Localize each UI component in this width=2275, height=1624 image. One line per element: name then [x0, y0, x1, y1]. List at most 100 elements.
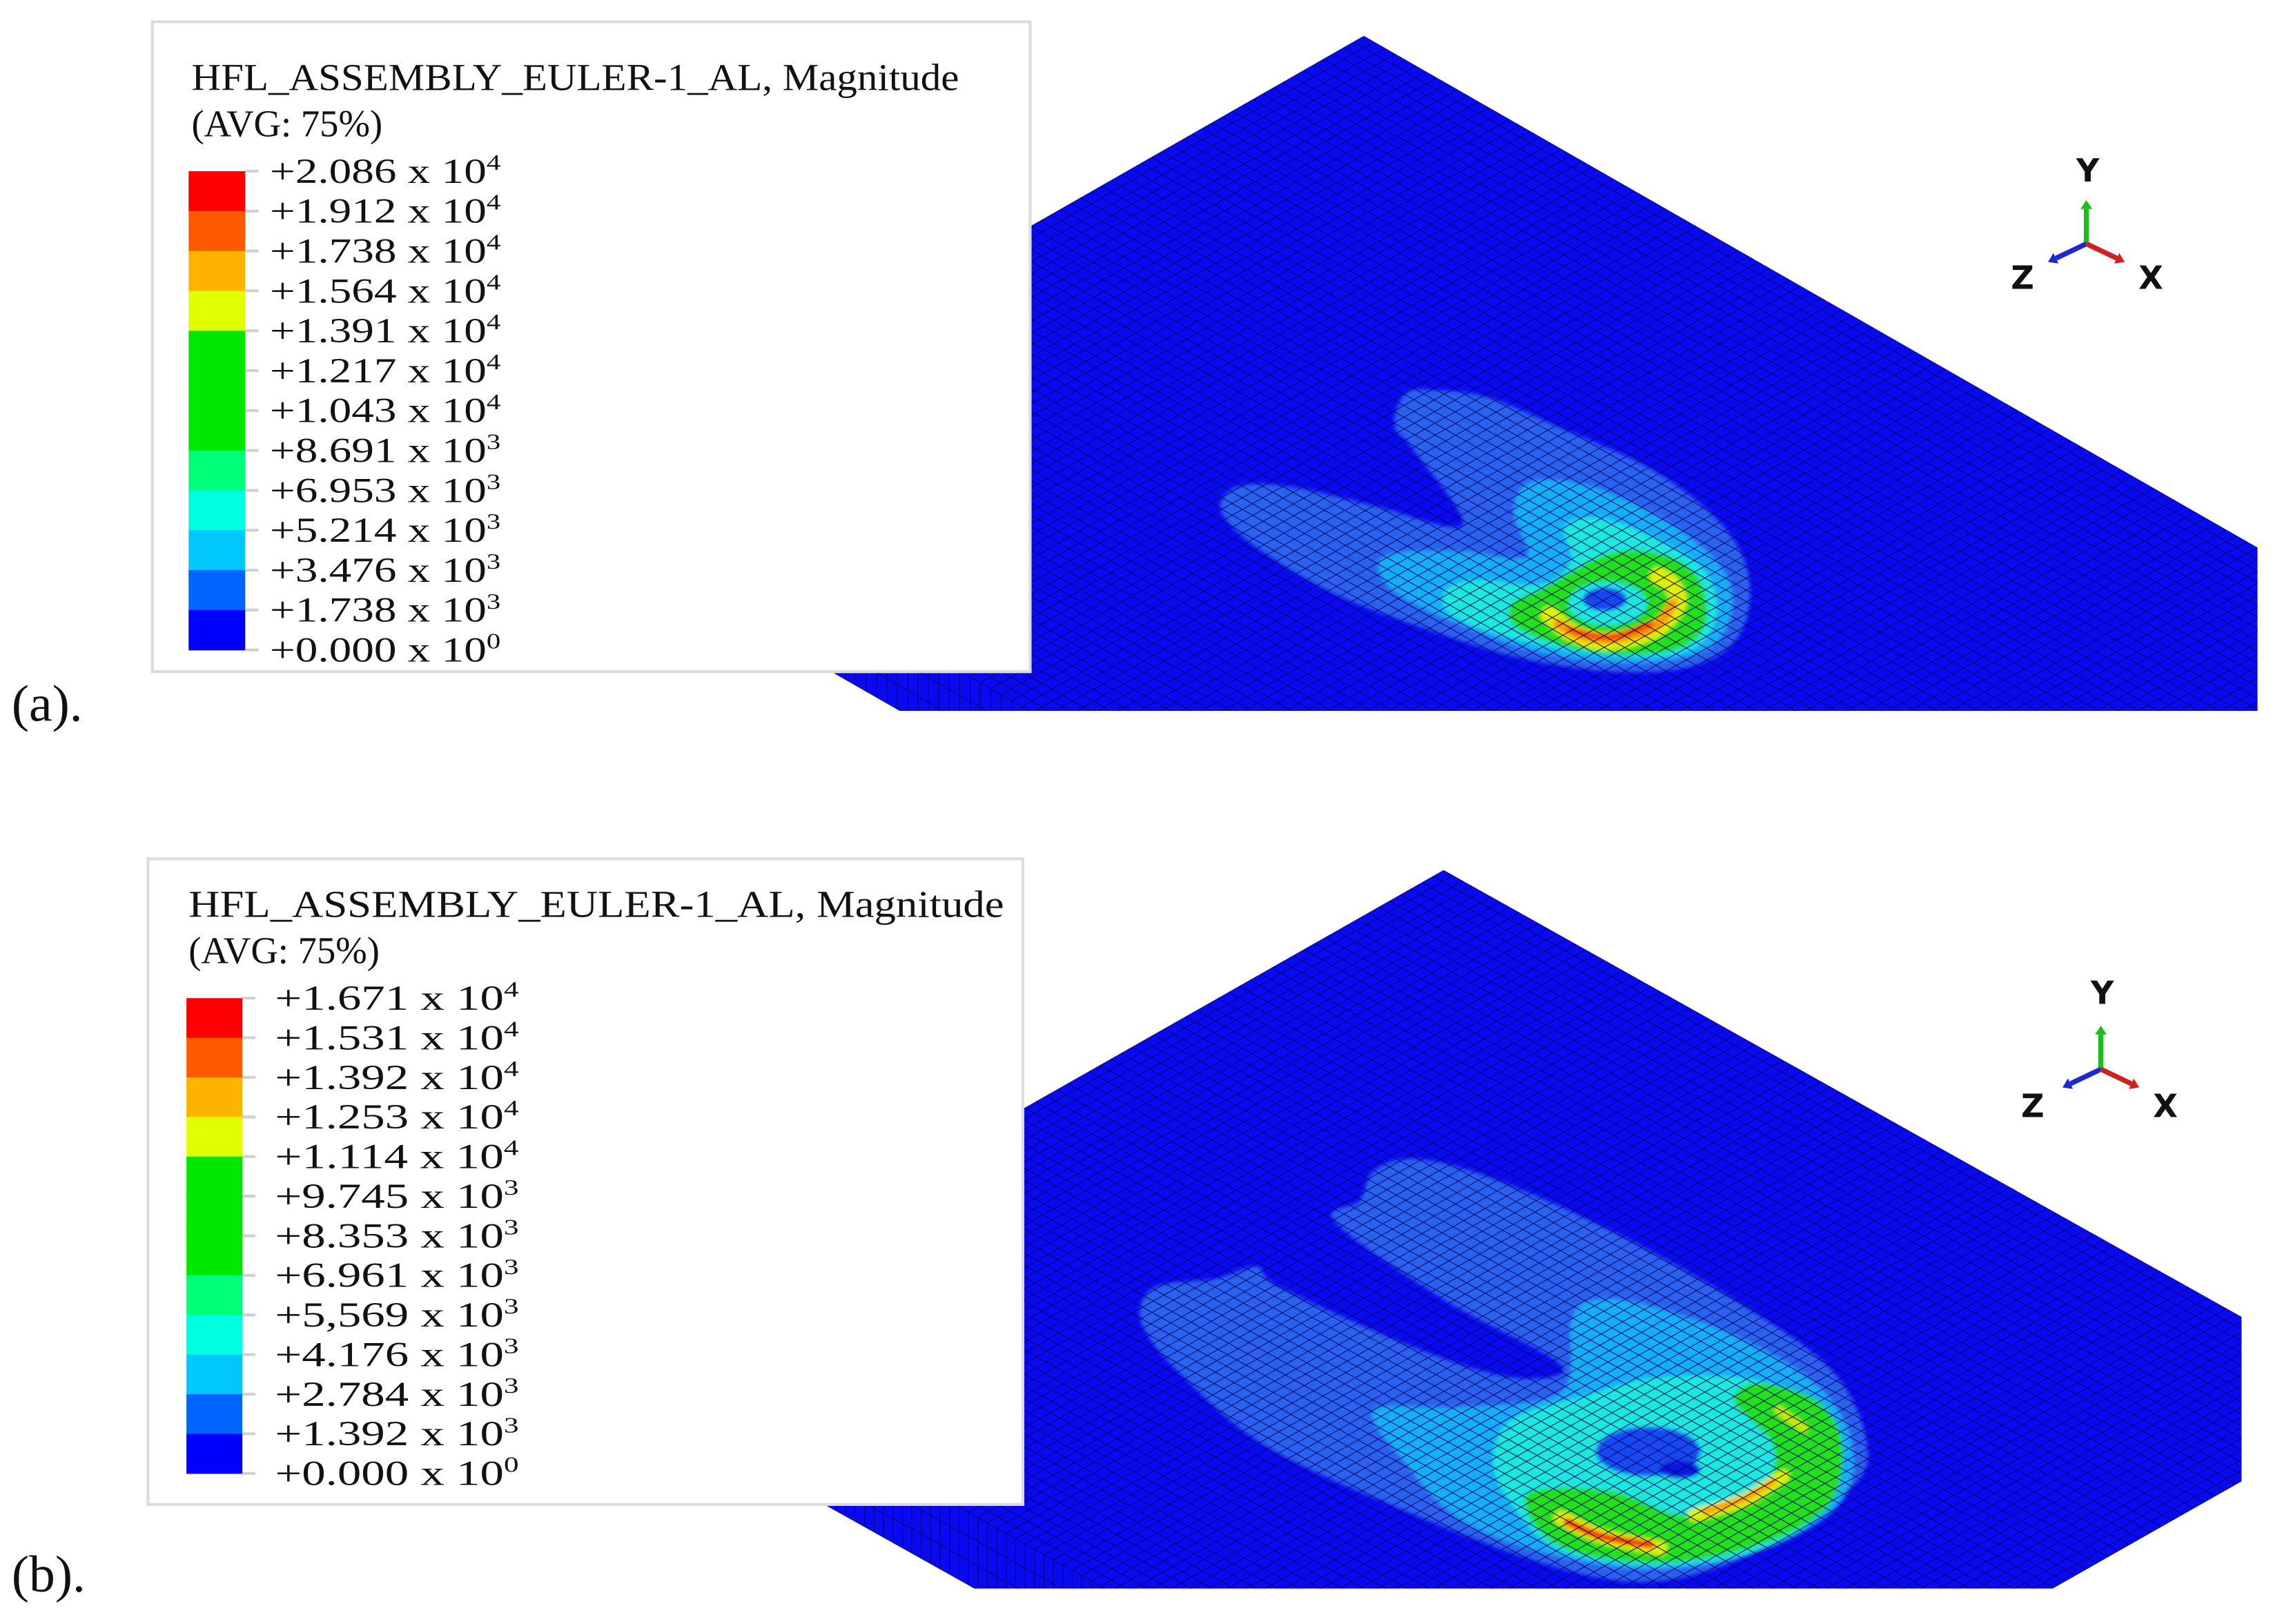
mesh-line	[1302, 70, 2258, 618]
mesh-line	[1121, 174, 2058, 711]
legend-level-mantissa: +8.353 x 10	[275, 1216, 504, 1255]
mesh-line	[1752, 1313, 2236, 1589]
legend-level-exponent: 4	[487, 231, 501, 255]
mesh-line	[1118, 303, 1832, 711]
mesh-line	[939, 277, 1696, 711]
legend-box	[146, 857, 1025, 1506]
legend-level-label: +1.392 x 10 4	[275, 1057, 518, 1097]
mesh-line	[1057, 1089, 1949, 1589]
color-legend: +1.671 x 10 4+1.531 x 10 4+1.392 x 10 4+1.2…	[186, 977, 519, 1493]
mesh-line	[1920, 1406, 2242, 1589]
mesh-line	[1202, 128, 2220, 711]
mesh-line	[1111, 1059, 2054, 1588]
mesh-line	[1343, 47, 2258, 572]
mesh-line	[1313, 64, 2258, 607]
legend-title: HFL_ASSEMBLY_EULER-1_AL, Magnitude	[188, 883, 1004, 925]
mesh-line	[1621, 1276, 2170, 1589]
mesh-line	[1060, 208, 1937, 711]
mesh-line	[1051, 214, 1917, 711]
mesh-line	[1208, 1160, 1963, 1589]
legend-level-exponent: 4	[504, 1057, 519, 1081]
legend-level-label: +0.000 x 10 0	[275, 1453, 518, 1493]
mesh-line	[928, 220, 1686, 654]
mesh-line	[1323, 59, 2258, 595]
mesh-line	[1638, 452, 2091, 711]
mesh-line	[1067, 1083, 1970, 1589]
legend-color-band	[186, 1196, 243, 1237]
mesh-line	[1015, 1081, 1822, 1539]
legend-level-mantissa: +1.671 x 10	[275, 979, 504, 1017]
legend-subtitle: (AVG: 75%)	[191, 103, 382, 145]
mesh-line	[1111, 179, 2038, 711]
mesh-line	[1304, 949, 2242, 1476]
mesh-line	[1396, 1213, 2057, 1589]
mesh-line	[987, 1065, 1793, 1523]
legend-color-band	[186, 1235, 243, 1276]
mesh-line	[907, 208, 1666, 642]
mesh-line	[1014, 1113, 1862, 1589]
legend-level-mantissa: +5.214 x 10	[270, 511, 487, 549]
mesh-line	[1152, 1144, 1935, 1589]
mesh-line	[1072, 1113, 1878, 1571]
mesh-line	[2051, 1480, 2242, 1589]
mesh-line	[1883, 1385, 2242, 1589]
mesh-line	[1400, 894, 2242, 1367]
mesh-line	[1929, 535, 2237, 711]
mesh-line	[990, 249, 1797, 711]
axis-x-label: X	[2153, 1088, 2178, 1125]
mesh-line	[1677, 1292, 2198, 1589]
mesh-line	[1091, 1123, 1897, 1582]
mesh-line	[2014, 1459, 2242, 1589]
legend-level-exponent: 3	[504, 1413, 519, 1437]
mesh-line	[1555, 428, 2050, 711]
mesh-line	[1293, 955, 2237, 1485]
mesh-line	[1100, 1065, 2035, 1589]
mesh-line	[1196, 1010, 2140, 1539]
mesh-line	[1088, 1071, 2013, 1589]
mesh-line	[979, 255, 1776, 711]
mesh-line	[949, 272, 1716, 711]
mesh-line	[892, 1012, 1699, 1471]
panel-a: HFL_ASSEMBLY_EULER-1_AL, Magnitude (AVG:…	[12, 20, 2258, 733]
legend-level-label: +1.564 x 10 4	[270, 270, 501, 310]
mesh-line	[1789, 1331, 2242, 1589]
legend-level-label: +1.738 x 10 3	[270, 589, 500, 629]
mesh-line	[1091, 191, 1998, 711]
legend-level-label: +1.114 x 10 4	[275, 1136, 518, 1176]
legend-color-band	[186, 1394, 243, 1435]
mesh-line	[2117, 630, 2258, 711]
legend-level-label: +1.391 x 10 4	[270, 310, 501, 350]
mesh-line	[1078, 1077, 1991, 1589]
mesh-line	[1414, 1218, 2067, 1589]
mesh-line	[921, 1028, 1727, 1487]
legend-level-exponent: 3	[504, 1175, 519, 1200]
mesh-line	[2096, 618, 2258, 711]
mesh-line	[1153, 1035, 2098, 1564]
mesh-line	[1180, 321, 1863, 711]
legend-level-mantissa: +2.086 x 10	[270, 152, 487, 190]
legend-level-mantissa: +1.564 x 10	[270, 271, 487, 310]
mesh-line	[2075, 606, 2258, 711]
mesh-line	[1992, 559, 2258, 711]
mesh-line	[929, 284, 1675, 711]
mesh-line	[1508, 1244, 2113, 1589]
mesh-line	[1055, 285, 1801, 711]
mesh-line	[1242, 105, 2258, 687]
mesh-line	[1347, 925, 2242, 1427]
mesh-line	[949, 1150, 1732, 1589]
legend-color-band	[188, 331, 246, 371]
legend-color-band	[188, 609, 246, 651]
legend-level-mantissa: +1.912 x 10	[270, 192, 487, 231]
mesh-line	[1527, 1250, 2123, 1589]
legend-color-band	[188, 291, 246, 331]
legend-level-exponent: 3	[487, 589, 500, 614]
legend-level-label: +1.217 x 10 4	[270, 350, 501, 390]
mesh-line	[1097, 297, 1822, 711]
legend-color-band	[186, 1117, 243, 1157]
panel-label: (b).	[12, 1546, 86, 1603]
mesh-line	[1409, 387, 1978, 711]
panel-b: HFL_ASSEMBLY_EULER-1_AL, Magnitude (AVG:…	[12, 857, 2242, 1603]
axis-z-arrow	[2069, 1066, 2102, 1086]
mesh-line	[1826, 505, 2185, 711]
legend-level-mantissa: +8.691 x 10	[270, 431, 487, 469]
